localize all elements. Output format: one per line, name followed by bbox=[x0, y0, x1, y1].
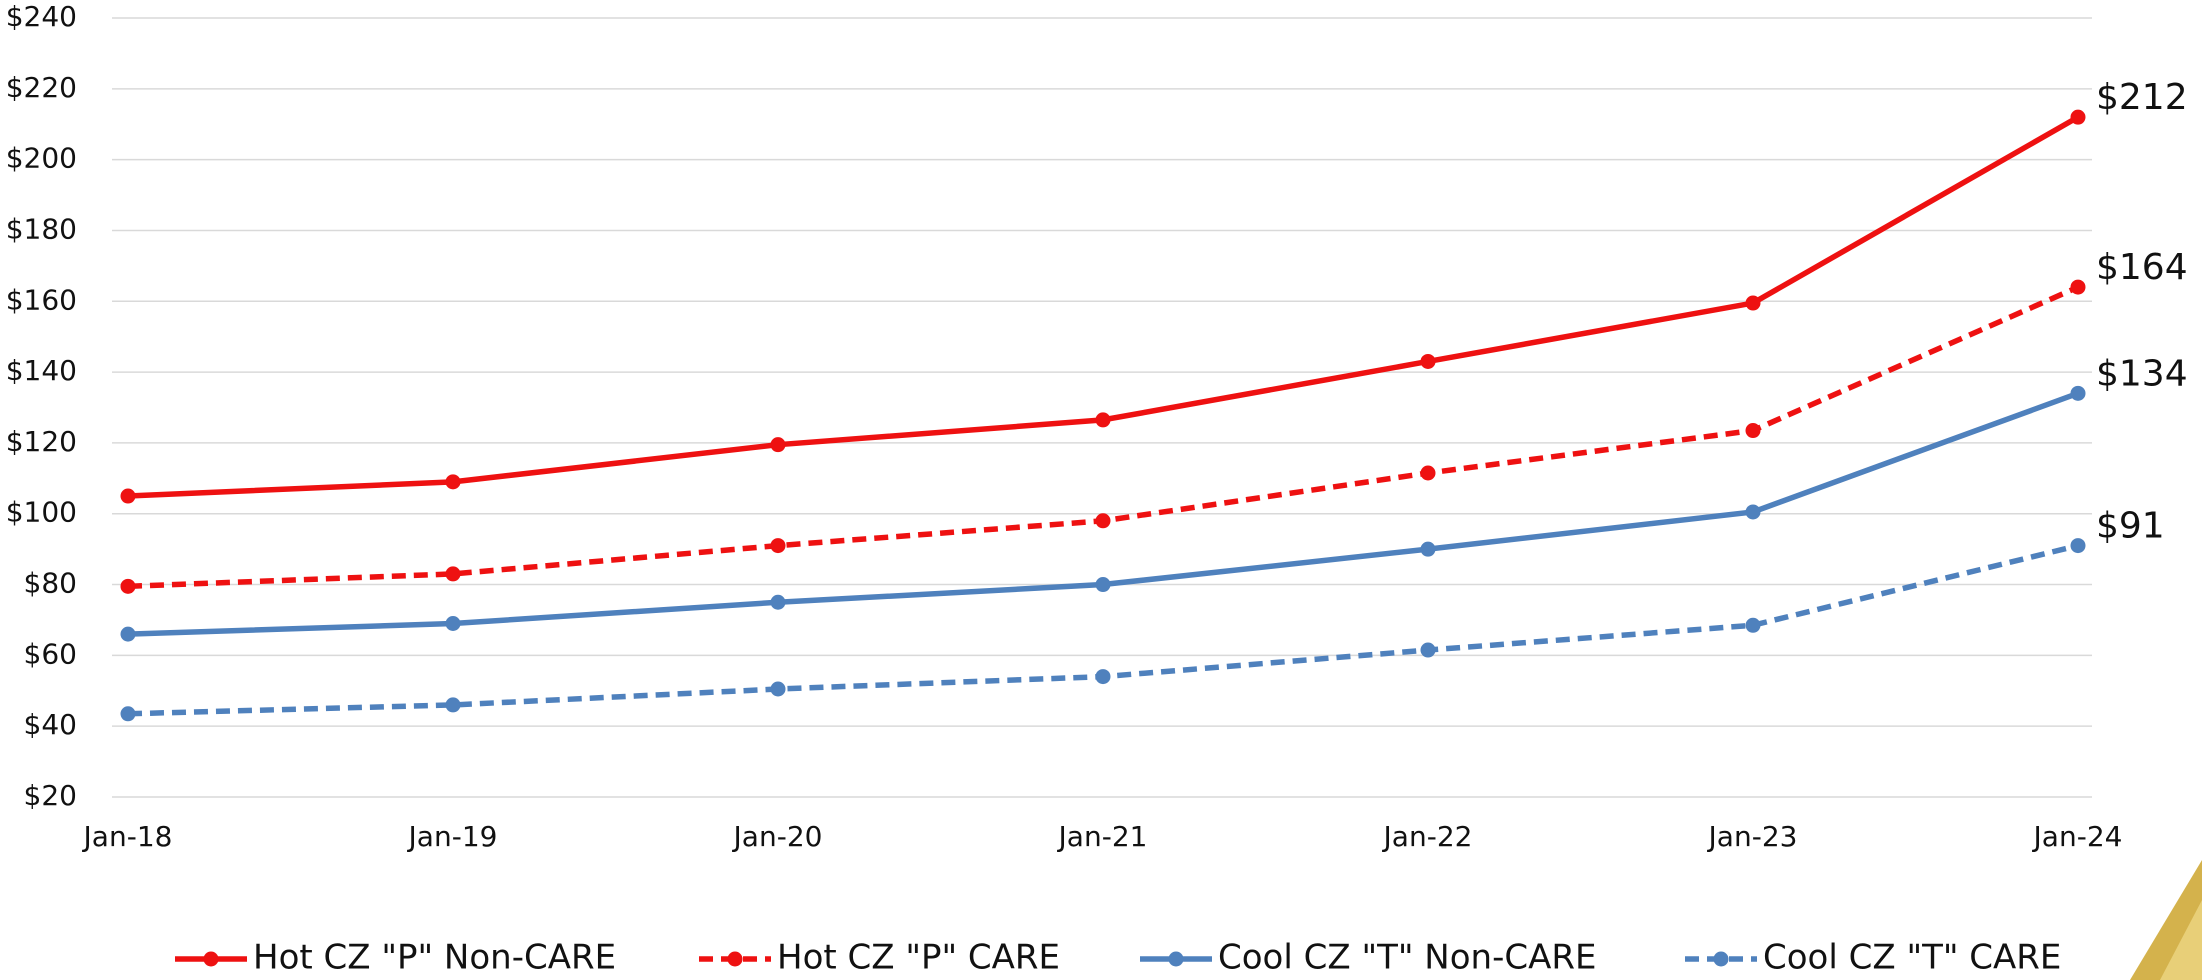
point bbox=[120, 578, 136, 594]
y-tick-label: $100 bbox=[6, 496, 77, 529]
point bbox=[1095, 412, 1111, 428]
y-tick-label: $180 bbox=[6, 212, 77, 245]
point bbox=[445, 474, 461, 490]
value-label: $212 bbox=[2096, 77, 2188, 118]
series-line bbox=[127, 542, 2079, 717]
series-line bbox=[127, 114, 2080, 499]
point bbox=[770, 681, 786, 697]
y-tick-label: $220 bbox=[6, 71, 77, 104]
point bbox=[1745, 423, 1761, 439]
legend-marker bbox=[1168, 951, 1184, 967]
point bbox=[1745, 504, 1761, 520]
x-tick-label: Jan-22 bbox=[1382, 820, 1473, 853]
y-tick-label: $240 bbox=[6, 0, 77, 33]
value-label: $134 bbox=[2096, 353, 2188, 394]
point bbox=[1745, 295, 1761, 311]
y-tick-label: $140 bbox=[6, 354, 77, 387]
value-label: $91 bbox=[2096, 506, 2165, 547]
point bbox=[770, 594, 786, 610]
corner-decoration bbox=[2160, 900, 2202, 980]
x-tick-label: Jan-18 bbox=[82, 820, 173, 853]
legend-marker bbox=[1713, 951, 1729, 967]
point bbox=[120, 626, 136, 642]
x-tick-label: Jan-24 bbox=[2032, 820, 2123, 853]
point bbox=[1745, 617, 1761, 633]
point bbox=[770, 437, 786, 453]
legend-label: Hot CZ "P" CARE bbox=[777, 938, 1060, 978]
value-label: $164 bbox=[2096, 247, 2188, 288]
y-tick-label: $40 bbox=[24, 708, 77, 741]
point bbox=[445, 615, 461, 631]
legend-label: Cool CZ "T" CARE bbox=[1763, 938, 2061, 978]
point bbox=[2070, 538, 2086, 554]
y-tick-label: $80 bbox=[24, 567, 77, 600]
point bbox=[2070, 279, 2086, 295]
x-tick-label: Jan-19 bbox=[407, 820, 498, 853]
x-tick-label: Jan-23 bbox=[1707, 820, 1798, 853]
point bbox=[1095, 669, 1111, 685]
y-tick-label: $120 bbox=[6, 425, 77, 458]
point bbox=[770, 538, 786, 554]
y-tick-label: $200 bbox=[6, 142, 77, 175]
x-tick-label: Jan-21 bbox=[1057, 820, 1148, 853]
point bbox=[1420, 541, 1436, 557]
point bbox=[2070, 109, 2086, 125]
y-tick-label: $20 bbox=[24, 779, 77, 812]
point bbox=[2070, 385, 2086, 401]
point bbox=[1095, 513, 1111, 529]
point bbox=[445, 697, 461, 713]
point bbox=[1095, 577, 1111, 593]
point bbox=[1420, 353, 1436, 369]
series-line bbox=[127, 284, 2080, 590]
point bbox=[120, 488, 136, 504]
x-tick-label: Jan-20 bbox=[732, 820, 823, 853]
point bbox=[1420, 642, 1436, 658]
point bbox=[445, 566, 461, 582]
legend-marker bbox=[727, 951, 743, 967]
point bbox=[1420, 465, 1436, 481]
y-tick-label: $60 bbox=[24, 637, 77, 670]
legend-label: Cool CZ "T" Non-CARE bbox=[1218, 938, 1596, 978]
point bbox=[120, 706, 136, 722]
y-tick-label: $160 bbox=[6, 283, 77, 316]
legend-marker bbox=[203, 951, 219, 967]
legend-label: Hot CZ "P" Non-CARE bbox=[253, 938, 616, 978]
